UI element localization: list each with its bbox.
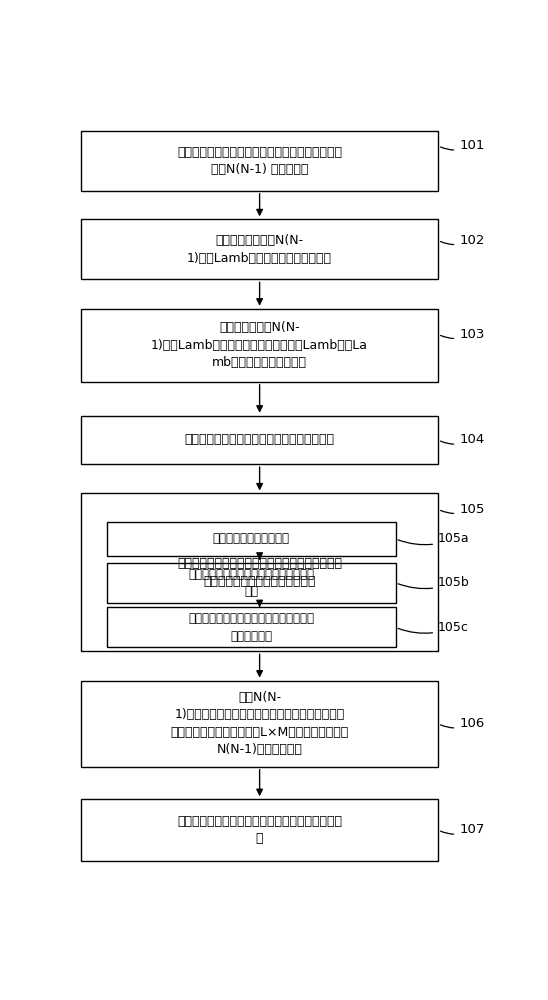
Text: 以交叉区域中心作为损伤中心，并获得最终稀疏表
示: 以交叉区域中心作为损伤中心，并获得最终稀疏表 示 xyxy=(177,815,342,845)
Text: 104: 104 xyxy=(441,433,484,446)
Text: 通过传感器对获取N(N-
1)路的Lamb波响应信号及其基准信号: 通过传感器对获取N(N- 1)路的Lamb波响应信号及其基准信号 xyxy=(187,234,332,265)
Text: 105: 105 xyxy=(441,503,484,516)
Bar xyxy=(81,493,438,651)
Bar xyxy=(81,681,438,767)
Text: 对损伤散射信号进行分解: 对损伤散射信号进行分解 xyxy=(213,532,290,545)
Text: 105b: 105b xyxy=(398,576,470,589)
Text: 101: 101 xyxy=(441,139,484,152)
Text: 根据N(N-
1)个传感器对中传感器和激励器的位置，以及损伤
散射信号稀疏表示，对应到L×M个虚拟单元，获得
N(N-1)个椭圆带图像: 根据N(N- 1)个传感器对中传感器和激励器的位置，以及损伤 散射信号稀疏表示，… xyxy=(170,691,349,756)
Text: 102: 102 xyxy=(441,234,484,247)
Bar xyxy=(81,219,438,279)
Text: 106: 106 xyxy=(441,717,484,730)
Bar xyxy=(81,799,438,861)
Bar xyxy=(81,416,438,464)
Text: 基于损伤散射信号字典矩阵获得损伤散射
信号稀疏表示: 基于损伤散射信号字典矩阵获得损伤散射 信号稀疏表示 xyxy=(188,612,314,643)
Bar xyxy=(107,563,396,603)
Text: 103: 103 xyxy=(441,328,484,341)
Text: 基于过完备字典对所述损伤散射信号进行初步稀疏
表示，获得损伤散射信号稀疏表示: 基于过完备字典对所述损伤散射信号进行初步稀疏 表示，获得损伤散射信号稀疏表示 xyxy=(177,557,342,588)
Bar xyxy=(107,607,396,647)
Text: 将波信号传输过程中对应的激励器和传感器组合，
得到N(N-1) 个传感器对: 将波信号传输过程中对应的激励器和传感器组合， 得到N(N-1) 个传感器对 xyxy=(177,146,342,176)
Bar xyxy=(81,309,438,382)
Bar xyxy=(107,522,396,556)
Text: 基于响应信号和基准信号，确定损伤散射信号: 基于响应信号和基准信号，确定损伤散射信号 xyxy=(185,433,335,446)
Text: 105c: 105c xyxy=(398,621,469,634)
Text: 对传感器对获取N(N-
1)路的Lamb波进行降噪，通过降噪后的Lamb获取La
mb响应信号及其基准信号: 对传感器对获取N(N- 1)路的Lamb波进行降噪，通过降噪后的Lamb获取La… xyxy=(151,321,368,369)
Text: 基于分解后的损伤散射信号构建损伤字典
矩阵: 基于分解后的损伤散射信号构建损伤字典 矩阵 xyxy=(188,568,314,598)
Text: 107: 107 xyxy=(441,823,484,836)
Bar xyxy=(81,131,438,191)
Text: 105a: 105a xyxy=(398,532,470,545)
